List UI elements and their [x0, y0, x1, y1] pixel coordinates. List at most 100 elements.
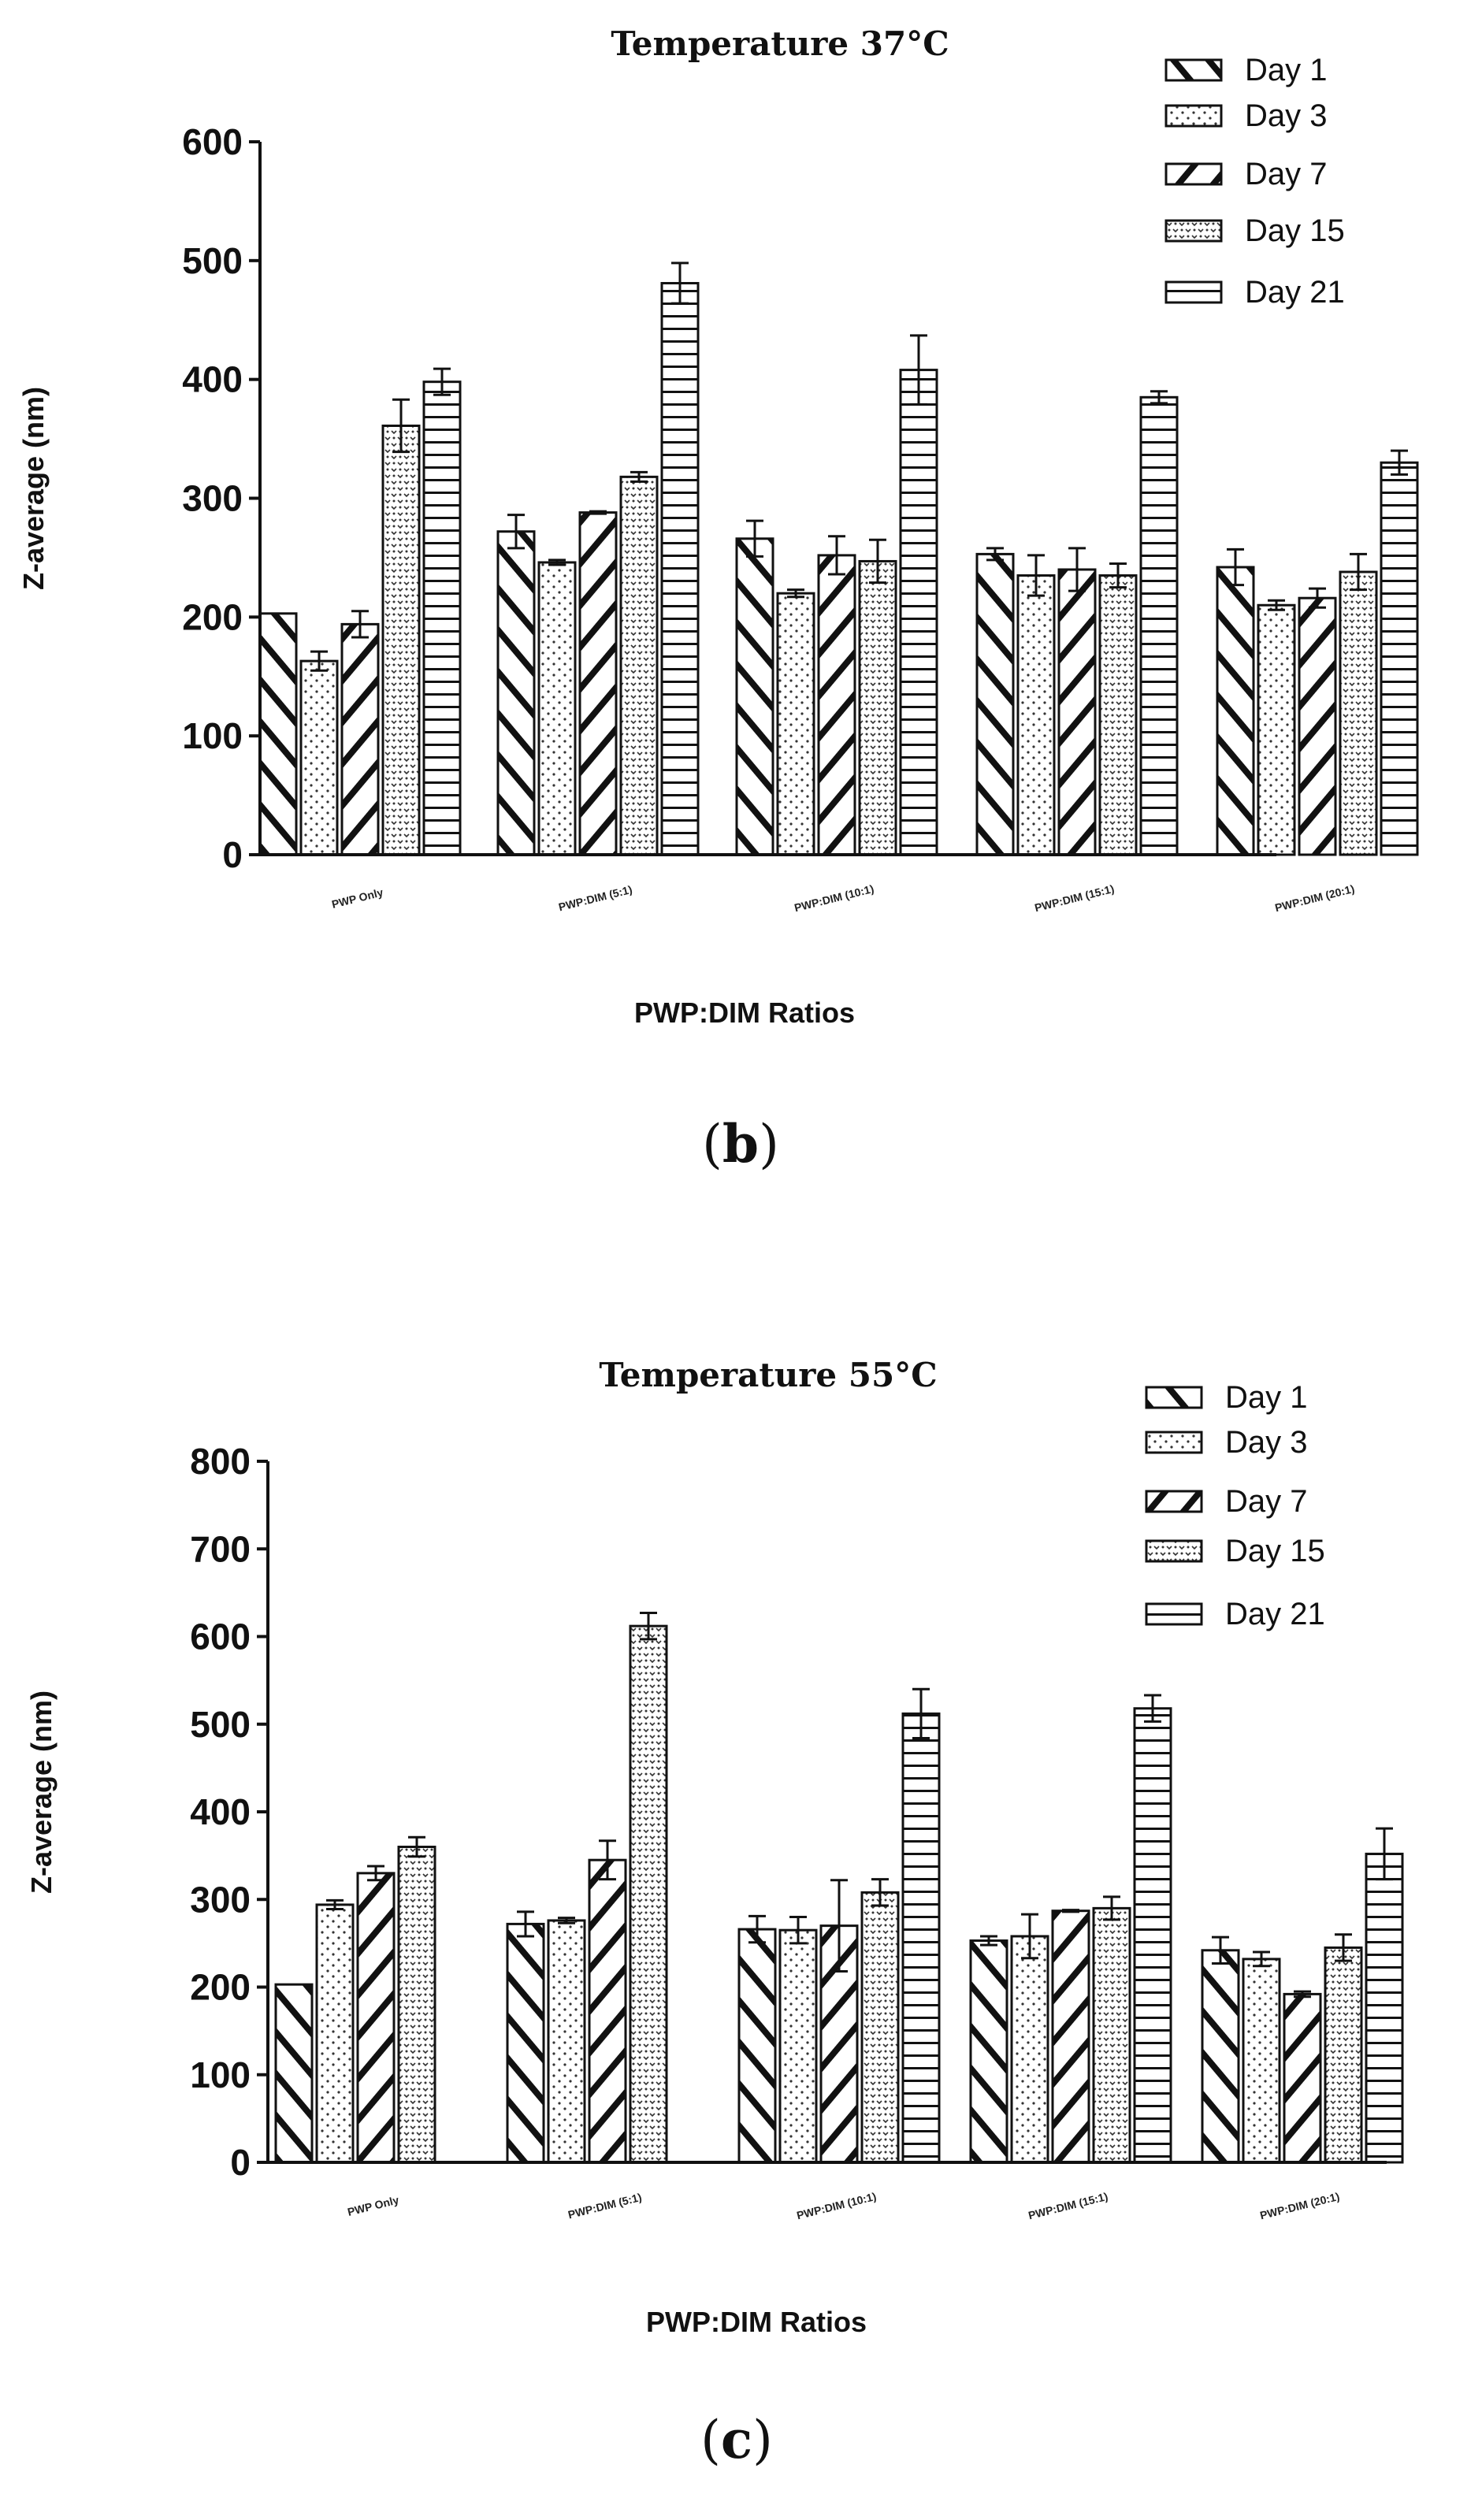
error-bar	[748, 1914, 766, 1944]
bar-day-15	[619, 475, 659, 856]
bar-day-21	[422, 380, 462, 856]
bar-day-7	[1283, 1992, 1322, 2164]
bar-day-15	[858, 559, 897, 856]
error-bar	[1021, 1913, 1038, 1960]
legend-swatch	[1164, 58, 1223, 82]
legend-item-day-3: Day 3	[1145, 1425, 1308, 1460]
error-bar	[1227, 547, 1244, 587]
bar-day-1	[274, 1983, 314, 2164]
error-bar	[367, 1865, 384, 1882]
bar-day-1	[975, 552, 1015, 856]
y-axis-label: Z-average (nm)	[17, 387, 50, 590]
error-bar	[789, 1916, 807, 1945]
error-bar	[408, 1835, 425, 1858]
chart-temperature-55: Temperature 55°C Z-average (nm) PWP:DIM …	[25, 1356, 1404, 2338]
error-bar	[1027, 554, 1045, 597]
error-bar	[1253, 1950, 1270, 1968]
error-bar	[1335, 1933, 1352, 1962]
x-axis-label: PWP:DIM Ratios	[634, 996, 855, 1029]
bar-day-21	[1139, 395, 1179, 856]
bar-day-21	[1380, 461, 1419, 856]
x-tick-label: PWP:DIM (5:1)	[557, 883, 633, 914]
bar-day-21	[1365, 1852, 1404, 2164]
y-axis-label: Z-average (nm)	[25, 1691, 58, 1894]
legend-item-day-1: Day 1	[1145, 1380, 1308, 1415]
y-tick-label: 0	[222, 834, 243, 875]
y-tick-label: 200	[182, 596, 243, 637]
legend-item-day-3: Day 3	[1164, 98, 1328, 133]
legend-label: Day 7	[1245, 157, 1328, 191]
y-tick-label: 400	[190, 1791, 251, 1832]
legend-item-day-1: Day 1	[1164, 53, 1328, 87]
error-bar	[1212, 1935, 1229, 1965]
bar-day-3	[1257, 603, 1296, 856]
error-bar	[980, 1935, 997, 1947]
chart-temperature-37: Temperature 37°C Z-average (nm) PWP:DIM …	[17, 24, 1419, 1029]
x-tick-label: PWP:DIM (5:1)	[566, 2191, 643, 2221]
bar-day-21	[901, 1712, 941, 2164]
y-tick-label: 400	[182, 359, 243, 400]
error-bar	[1068, 547, 1086, 592]
x-tick-label: PWP Only	[346, 2193, 400, 2218]
bar-day-3	[299, 659, 339, 856]
error-bar	[392, 398, 410, 454]
legend-swatch	[1164, 162, 1223, 186]
y-tick-label: 700	[190, 1528, 251, 1569]
bar-day-7	[356, 1872, 396, 2164]
panel-letter-c: c	[721, 2409, 752, 2470]
error-bar	[1268, 599, 1285, 611]
error-bar	[1062, 1909, 1079, 1913]
error-bar	[599, 1839, 616, 1881]
error-bar	[869, 538, 886, 585]
bar-day-1	[737, 1928, 777, 2164]
error-bar	[986, 547, 1004, 562]
error-bar	[558, 1917, 575, 1924]
bar-day-15	[629, 1624, 668, 2164]
chart-title: Temperature 37°C	[611, 24, 949, 63]
error-bar	[1294, 1990, 1311, 1999]
legend-item-day-15: Day 15	[1164, 213, 1345, 248]
legend-label: Day 15	[1245, 213, 1345, 248]
bar-day-15	[381, 424, 421, 856]
bar-day-15	[1324, 1946, 1363, 2164]
panel-letter-b: b	[722, 1113, 759, 1175]
y-tick-label: 600	[182, 121, 243, 162]
error-bar	[1109, 562, 1127, 589]
error-bar	[326, 1898, 344, 1910]
legend-swatch	[1164, 280, 1223, 304]
bar-day-15	[1339, 570, 1378, 856]
bar-day-3	[1010, 1935, 1049, 2164]
y-tick-label: 300	[190, 1879, 251, 1920]
bar-day-1	[1201, 1949, 1240, 2164]
error-bar	[640, 1611, 657, 1641]
error-bar	[830, 1879, 848, 1973]
x-tick-label: PWP:DIM (10:1)	[795, 2190, 877, 2222]
bar-day-7	[340, 622, 380, 856]
bar-day-7	[1051, 1909, 1090, 2164]
legend-swatch	[1145, 1431, 1203, 1454]
legend-swatch	[1145, 1386, 1203, 1409]
bar-day-1	[735, 537, 774, 856]
error-bar	[671, 262, 689, 305]
legend-swatch	[1164, 104, 1223, 128]
legend-swatch	[1145, 1490, 1203, 1513]
error-bar	[1150, 390, 1168, 405]
bar-day-7	[578, 511, 618, 856]
legend-swatch	[1145, 1602, 1203, 1626]
x-tick-label: PWP:DIM (20:1)	[1273, 882, 1355, 915]
error-bar	[630, 470, 648, 483]
bar-day-7	[817, 554, 856, 856]
error-bar	[507, 514, 525, 550]
bar-day-1	[969, 1939, 1008, 2164]
bar-day-7	[1298, 596, 1337, 856]
x-tick-label: PWP Only	[330, 885, 384, 911]
legend-label: Day 1	[1225, 1380, 1308, 1415]
error-bar	[589, 510, 607, 515]
bar-day-15	[860, 1891, 900, 2164]
bar-day-1	[506, 1922, 545, 2164]
y-tick-label: 500	[190, 1704, 251, 1745]
chart-title: Temperature 55°C	[599, 1356, 937, 1394]
y-tick-label: 800	[190, 1441, 251, 1482]
bar-day-21	[1133, 1707, 1172, 2164]
x-tick-label: PWP:DIM (20:1)	[1258, 2190, 1340, 2222]
